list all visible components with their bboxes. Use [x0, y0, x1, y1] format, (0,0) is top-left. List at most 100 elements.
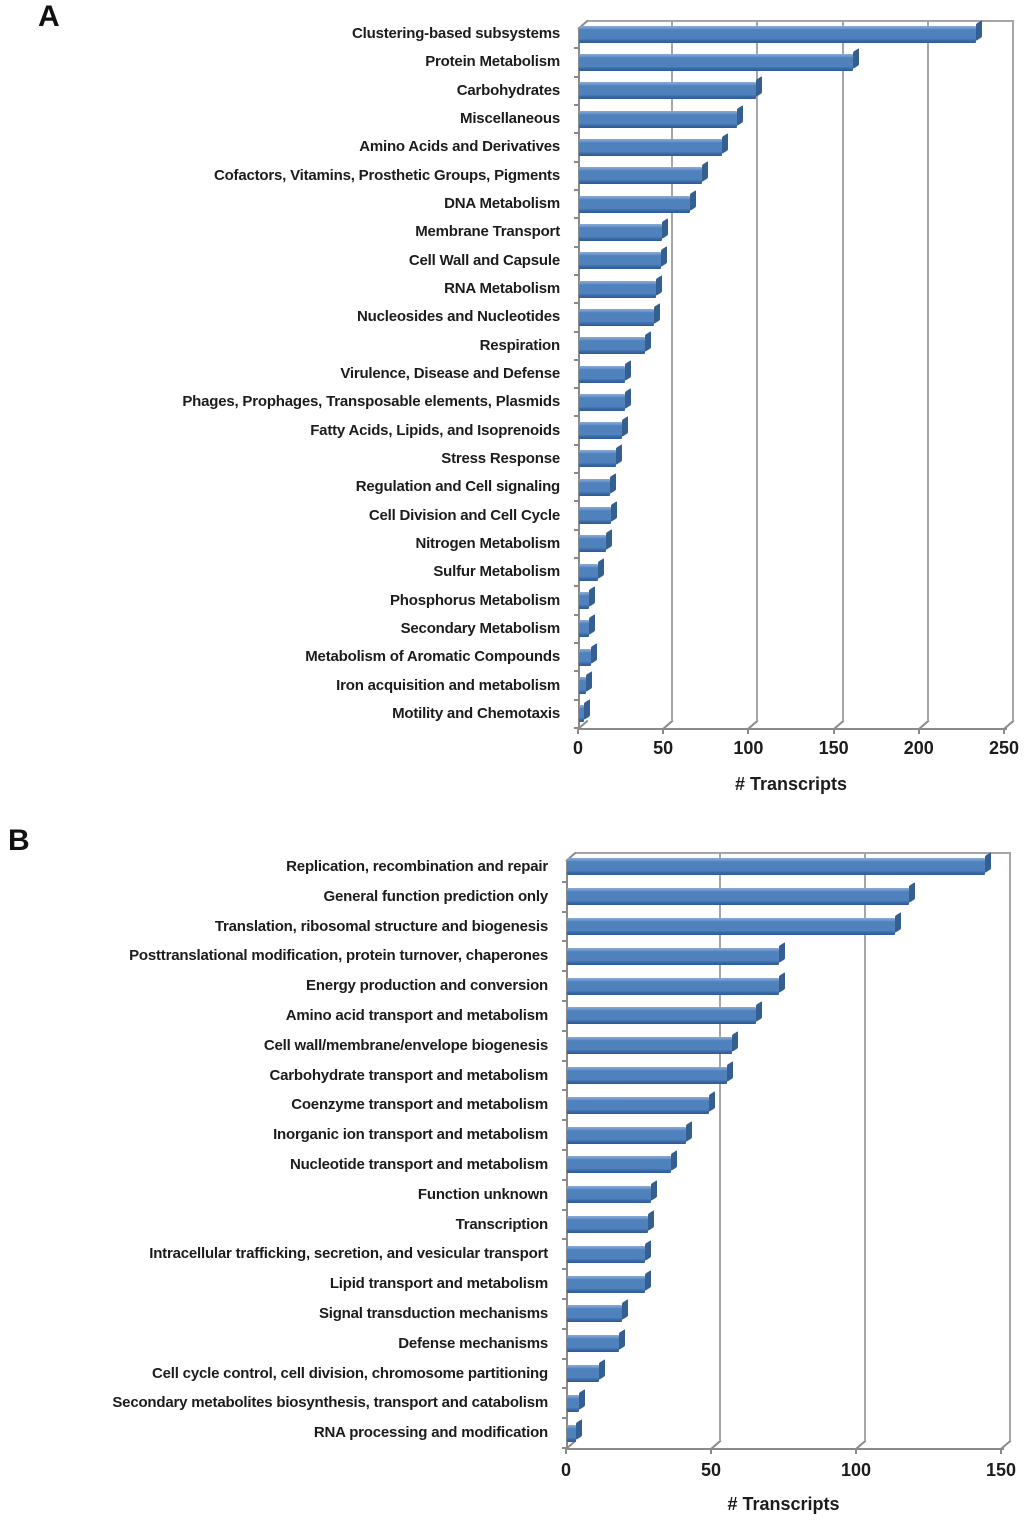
x-axis-tick-label: 150 — [818, 738, 849, 758]
category-label: DNA Metabolism — [444, 195, 560, 213]
bar-3d-end-cap — [685, 1120, 692, 1142]
category-label: Cofactors, Vitamins, Prosthetic Groups, … — [213, 166, 560, 184]
x-axis-tick-label: 50 — [700, 1460, 722, 1480]
bar-3d-end-cap — [597, 557, 604, 579]
bar — [567, 1359, 605, 1382]
bar — [567, 1001, 762, 1025]
x-axis-line — [578, 728, 1007, 730]
bar — [579, 48, 860, 71]
bar — [567, 1210, 655, 1233]
bar — [579, 76, 763, 100]
x-axis-tick — [577, 728, 579, 734]
bar-3d-end-cap — [622, 1299, 629, 1321]
category-label: Cell cycle control, cell division, chrom… — [152, 1364, 548, 1382]
category-label: Inorganic ion transport and metabolism — [273, 1126, 548, 1144]
x-axis-tick — [710, 1448, 712, 1454]
category-label: Intracellular trafficking, secretion, an… — [149, 1245, 548, 1263]
y-axis-tick — [574, 188, 580, 191]
bar-3d-end-cap — [976, 19, 983, 41]
bar — [579, 161, 708, 185]
bar-3d-end-cap — [894, 912, 901, 933]
y-axis-tick — [574, 528, 580, 531]
y-axis-tick — [562, 910, 568, 913]
bar — [567, 971, 785, 995]
x-axis-tick-label: 250 — [988, 738, 1020, 758]
bar-3d-end-cap — [606, 529, 613, 551]
bar-3d-end-cap — [645, 331, 652, 353]
bar — [579, 19, 983, 43]
y-axis-tick — [562, 970, 568, 973]
y-axis-tick — [562, 1059, 568, 1062]
bar — [567, 1090, 716, 1114]
bar — [567, 1418, 582, 1442]
category-label: Nucleosides and Nucleotides — [357, 308, 560, 326]
x-axis-tick-label: 50 — [653, 738, 674, 758]
y-axis-tick — [562, 1327, 568, 1330]
y-axis-tick — [562, 1268, 568, 1271]
y-axis-tick — [562, 1447, 568, 1449]
x-axis-line — [566, 1448, 1004, 1450]
x-axis-tick — [747, 728, 750, 734]
bar-3d-end-cap — [732, 1031, 739, 1053]
y-axis-tick — [574, 443, 580, 446]
bar-3d-end-cap — [621, 416, 628, 437]
category-label: Clustering-based subsystems — [352, 25, 560, 43]
y-axis-tick — [562, 1298, 568, 1300]
bar-3d-end-cap — [778, 971, 785, 993]
bar-3d-end-cap — [584, 699, 591, 721]
category-label: Cell Wall and Capsule — [408, 251, 560, 269]
bar-3d-end-cap — [671, 1150, 678, 1172]
bar — [579, 586, 596, 610]
bar-3d-end-cap — [853, 48, 860, 69]
category-label: General function prediction only — [323, 887, 549, 905]
y-axis-tick — [562, 1417, 568, 1420]
plot-top-frame — [575, 852, 1010, 854]
bar-3d-end-cap — [737, 104, 744, 126]
category-label: Amino Acids and Derivatives — [359, 138, 560, 156]
category-label: Amino acid transport and metabolism — [285, 1006, 548, 1024]
bar-3d-end-cap — [755, 1001, 762, 1023]
y-axis-tick — [562, 880, 568, 883]
bar-3d-end-cap — [589, 586, 596, 607]
bar — [579, 218, 669, 241]
panel-a-letter: A — [38, 0, 60, 33]
plot-top-frame — [587, 20, 1013, 22]
x-axis-tick-label: 150 — [985, 1460, 1017, 1480]
bar-3d-end-cap — [984, 852, 991, 874]
bar — [579, 104, 744, 128]
x-axis-tick — [1003, 728, 1005, 734]
gridline — [719, 852, 721, 1440]
x-axis-tick — [917, 728, 920, 734]
category-label: Fatty Acids, Lipids, and Isoprenoids — [310, 421, 560, 439]
y-axis-tick — [574, 387, 580, 390]
y-axis-tick — [574, 103, 580, 106]
bar — [579, 416, 628, 440]
category-label: Metabolism of Aromatic Compounds — [305, 648, 560, 666]
bar — [567, 882, 916, 906]
category-label: Membrane Transport — [415, 223, 560, 241]
bar — [579, 472, 616, 496]
bar-3d-end-cap — [625, 387, 631, 409]
bar-3d-end-cap — [645, 1239, 652, 1261]
x-axis-tick-label: 0 — [572, 738, 584, 758]
plot-area — [562, 851, 1012, 1454]
y-axis-tick — [574, 472, 580, 475]
category-label: Signal transduction mechanisms — [318, 1304, 548, 1322]
y-axis-tick — [562, 1000, 568, 1002]
category-label: RNA Metabolism — [444, 280, 560, 298]
bar — [579, 529, 613, 553]
category-label: Transcription — [455, 1215, 549, 1233]
category-label: Phosphorus Metabolism — [390, 591, 560, 609]
bar — [579, 614, 596, 638]
bar-3d-end-cap — [662, 218, 669, 239]
category-label: Function unknown — [417, 1185, 548, 1203]
bar-3d-end-cap — [653, 302, 660, 324]
category-label: Virulence, Disease and Defense — [340, 365, 560, 382]
bar — [579, 699, 591, 723]
bar — [567, 941, 785, 965]
bar-3d-end-cap — [598, 1359, 605, 1380]
panel-b-letter: B — [8, 824, 30, 857]
bar — [567, 1329, 626, 1353]
category-label: Motility and Chemotaxis — [392, 704, 560, 722]
bar — [579, 246, 667, 270]
